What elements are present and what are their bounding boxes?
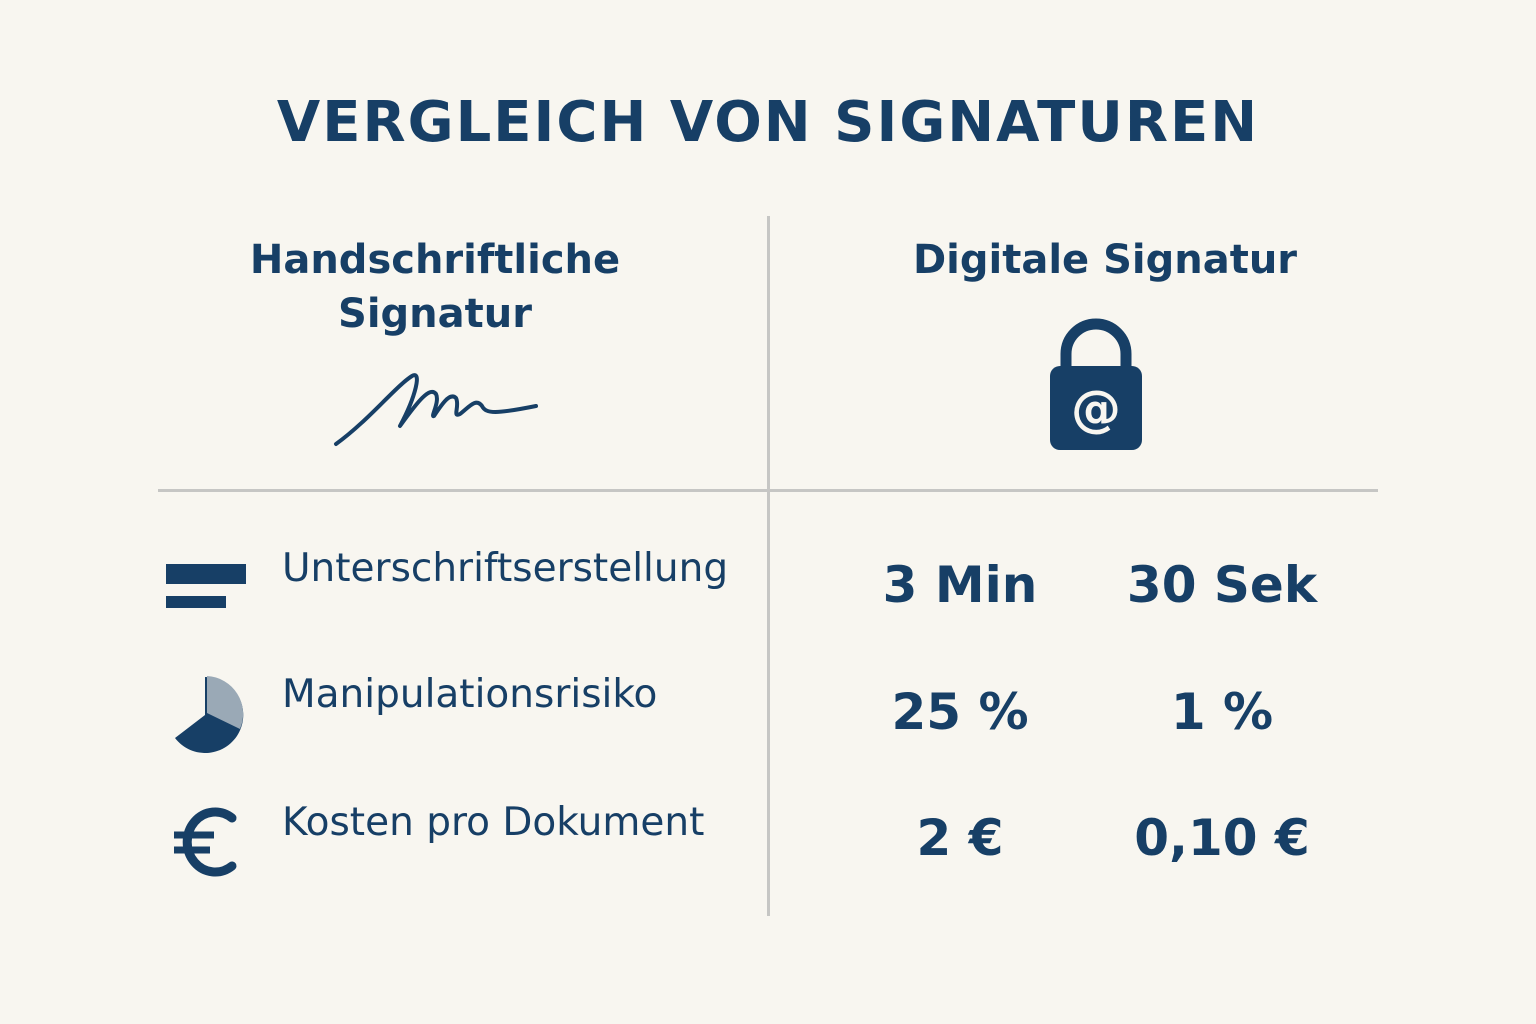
svg-text:@: @ (1071, 380, 1121, 438)
column-heading-handwritten: Handschriftliche Signatur (249, 237, 621, 337)
signature-icon (334, 373, 538, 446)
column-heading-digital: Digitale Signatur (912, 237, 1298, 283)
page-title: VERGLEICH VON SIGNATUREN (276, 90, 1260, 155)
pie-chart-icon (175, 676, 244, 753)
value-handwritten-cost: 2 € (916, 809, 1004, 867)
horizontal-divider (158, 489, 1378, 492)
row-label-cost: Kosten pro Dokument (282, 800, 705, 845)
value-handwritten-risk: 25 % (891, 683, 1029, 741)
value-digital-risk: 1 % (1170, 683, 1274, 741)
row-label-risk: Manipulationsrisiko (282, 672, 658, 717)
vertical-divider (767, 216, 770, 916)
value-digital-creation: 30 Sek (1126, 556, 1318, 614)
lock-at-icon: @ (1050, 318, 1142, 450)
bars-icon (166, 564, 246, 608)
euro-icon (174, 807, 237, 877)
row-label-creation: Unterschriftserstellung (282, 546, 729, 591)
value-digital-cost: 0,10 € (1134, 809, 1310, 867)
value-handwritten-creation: 3 Min (882, 556, 1038, 614)
